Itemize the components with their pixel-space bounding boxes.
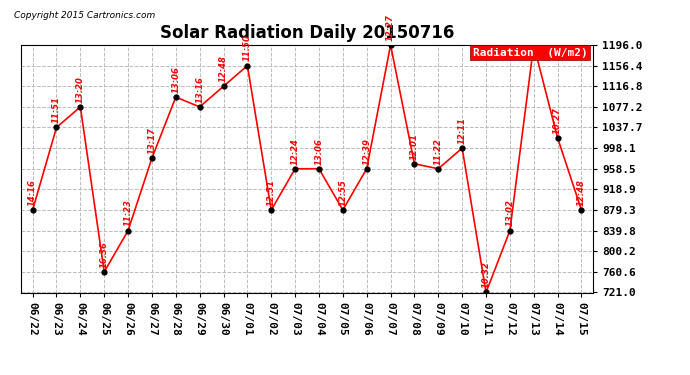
Text: 13:20: 13:20: [76, 76, 85, 103]
Text: 13:06: 13:06: [315, 138, 324, 165]
Text: 11:50: 11:50: [243, 34, 252, 62]
Text: 16:36: 16:36: [100, 241, 109, 268]
Text: Copyright 2015 Cartronics.com: Copyright 2015 Cartronics.com: [14, 11, 155, 20]
Text: 12:39: 12:39: [362, 138, 371, 165]
Text: 12:48: 12:48: [577, 179, 586, 206]
Text: 11:22: 11:22: [434, 138, 443, 165]
Text: Radiation  (W/m2): Radiation (W/m2): [473, 48, 588, 57]
Text: 11:51: 11:51: [52, 96, 61, 123]
Text: 13:16: 13:16: [195, 76, 204, 103]
Text: 11:23: 11:23: [124, 200, 132, 226]
Text: 14:16: 14:16: [28, 179, 37, 206]
Text: 10:32: 10:32: [482, 261, 491, 288]
Title: Solar Radiation Daily 20150716: Solar Radiation Daily 20150716: [160, 24, 454, 42]
Text: 10:27: 10:27: [553, 107, 562, 134]
Text: 12:11: 12:11: [457, 117, 466, 144]
Text: 12:48: 12:48: [219, 55, 228, 82]
Text: 12:27: 12:27: [386, 14, 395, 41]
Text: 13:02: 13:02: [505, 200, 514, 226]
Text: 12:24: 12:24: [290, 138, 299, 165]
Text: 12:51: 12:51: [267, 179, 276, 206]
Text: 13:06: 13:06: [171, 66, 180, 93]
Text: 12:55: 12:55: [338, 179, 347, 206]
Text: 12:01: 12:01: [410, 133, 419, 160]
Text: 13:17: 13:17: [148, 127, 157, 154]
